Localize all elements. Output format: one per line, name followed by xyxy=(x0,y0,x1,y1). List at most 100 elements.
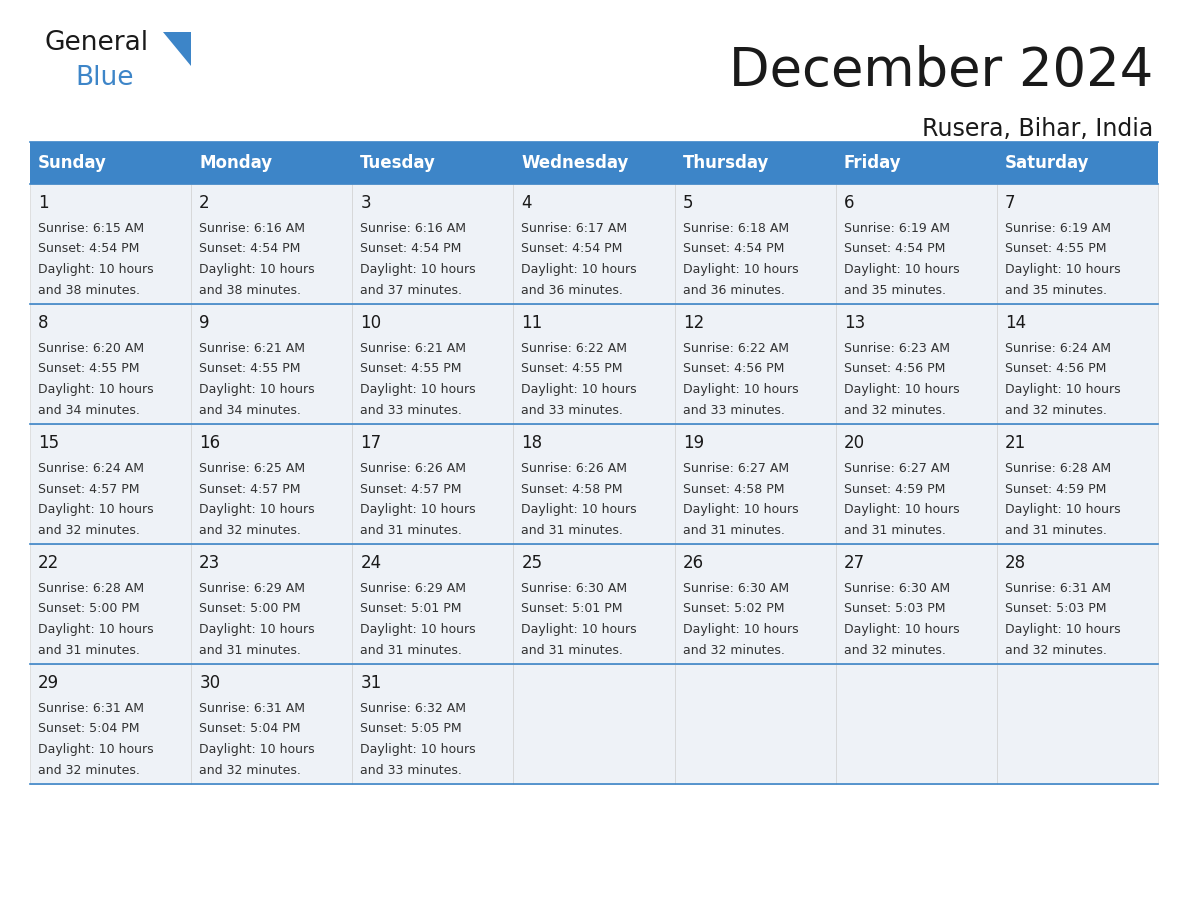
Text: and 31 minutes.: and 31 minutes. xyxy=(1005,523,1107,536)
Text: and 31 minutes.: and 31 minutes. xyxy=(522,644,624,656)
Text: Sunrise: 6:19 AM: Sunrise: 6:19 AM xyxy=(843,222,949,235)
Text: Daylight: 10 hours: Daylight: 10 hours xyxy=(200,743,315,756)
Text: Sunrise: 6:16 AM: Sunrise: 6:16 AM xyxy=(360,222,467,235)
Text: Sunset: 5:00 PM: Sunset: 5:00 PM xyxy=(38,602,140,615)
Text: and 31 minutes.: and 31 minutes. xyxy=(683,523,784,536)
Text: Sunrise: 6:19 AM: Sunrise: 6:19 AM xyxy=(1005,222,1111,235)
Bar xyxy=(513,664,675,784)
Text: Tuesday: Tuesday xyxy=(360,154,436,172)
Text: 16: 16 xyxy=(200,434,220,452)
Text: Daylight: 10 hours: Daylight: 10 hours xyxy=(522,263,637,276)
Text: and 34 minutes.: and 34 minutes. xyxy=(200,404,301,417)
Bar xyxy=(835,142,997,184)
Text: 11: 11 xyxy=(522,314,543,332)
Text: and 35 minutes.: and 35 minutes. xyxy=(843,284,946,297)
Bar xyxy=(353,424,513,544)
Bar xyxy=(997,664,1158,784)
Text: 17: 17 xyxy=(360,434,381,452)
Text: and 31 minutes.: and 31 minutes. xyxy=(360,644,462,656)
Text: and 32 minutes.: and 32 minutes. xyxy=(1005,404,1107,417)
Text: 4: 4 xyxy=(522,194,532,212)
Text: Daylight: 10 hours: Daylight: 10 hours xyxy=(200,383,315,396)
Text: Sunrise: 6:28 AM: Sunrise: 6:28 AM xyxy=(1005,462,1111,475)
Bar xyxy=(835,424,997,544)
Text: and 38 minutes.: and 38 minutes. xyxy=(38,284,140,297)
Text: 25: 25 xyxy=(522,554,543,572)
Text: Sunset: 4:55 PM: Sunset: 4:55 PM xyxy=(522,363,623,375)
Text: 19: 19 xyxy=(683,434,703,452)
Text: Sunset: 4:54 PM: Sunset: 4:54 PM xyxy=(683,242,784,255)
Text: Daylight: 10 hours: Daylight: 10 hours xyxy=(843,383,960,396)
Text: Sunrise: 6:16 AM: Sunrise: 6:16 AM xyxy=(200,222,305,235)
Bar xyxy=(191,664,353,784)
Text: and 34 minutes.: and 34 minutes. xyxy=(38,404,140,417)
Text: Sunset: 5:04 PM: Sunset: 5:04 PM xyxy=(38,722,139,735)
Text: 28: 28 xyxy=(1005,554,1026,572)
Text: Sunset: 4:57 PM: Sunset: 4:57 PM xyxy=(38,483,139,496)
Text: Daylight: 10 hours: Daylight: 10 hours xyxy=(1005,263,1120,276)
Text: 3: 3 xyxy=(360,194,371,212)
Text: Sunset: 4:56 PM: Sunset: 4:56 PM xyxy=(1005,363,1106,375)
Text: Daylight: 10 hours: Daylight: 10 hours xyxy=(38,263,153,276)
Text: Sunrise: 6:26 AM: Sunrise: 6:26 AM xyxy=(522,462,627,475)
Text: Sunset: 4:55 PM: Sunset: 4:55 PM xyxy=(360,363,462,375)
Text: Daylight: 10 hours: Daylight: 10 hours xyxy=(38,623,153,636)
Text: 24: 24 xyxy=(360,554,381,572)
Text: 29: 29 xyxy=(38,674,59,692)
Text: Daylight: 10 hours: Daylight: 10 hours xyxy=(522,623,637,636)
Text: 15: 15 xyxy=(38,434,59,452)
Text: Sunrise: 6:31 AM: Sunrise: 6:31 AM xyxy=(38,702,144,715)
Bar xyxy=(675,184,835,304)
Text: Sunrise: 6:23 AM: Sunrise: 6:23 AM xyxy=(843,342,949,355)
Text: Sunrise: 6:22 AM: Sunrise: 6:22 AM xyxy=(683,342,789,355)
Bar xyxy=(30,664,191,784)
Text: Sunset: 4:55 PM: Sunset: 4:55 PM xyxy=(38,363,139,375)
Bar xyxy=(675,142,835,184)
Bar xyxy=(835,304,997,424)
Text: and 33 minutes.: and 33 minutes. xyxy=(360,764,462,777)
Text: Daylight: 10 hours: Daylight: 10 hours xyxy=(843,263,960,276)
Text: Daylight: 10 hours: Daylight: 10 hours xyxy=(38,503,153,516)
Text: Sunset: 4:58 PM: Sunset: 4:58 PM xyxy=(683,483,784,496)
Text: Sunset: 4:54 PM: Sunset: 4:54 PM xyxy=(843,242,946,255)
Text: 13: 13 xyxy=(843,314,865,332)
Text: 20: 20 xyxy=(843,434,865,452)
Bar xyxy=(835,184,997,304)
Text: and 36 minutes.: and 36 minutes. xyxy=(683,284,784,297)
Bar xyxy=(191,184,353,304)
Text: Sunrise: 6:20 AM: Sunrise: 6:20 AM xyxy=(38,342,144,355)
Text: Sunset: 5:01 PM: Sunset: 5:01 PM xyxy=(360,602,462,615)
Text: 5: 5 xyxy=(683,194,693,212)
Text: 18: 18 xyxy=(522,434,543,452)
Text: Sunday: Sunday xyxy=(38,154,107,172)
Text: Daylight: 10 hours: Daylight: 10 hours xyxy=(360,743,476,756)
Text: Sunrise: 6:31 AM: Sunrise: 6:31 AM xyxy=(200,702,305,715)
Text: Sunset: 5:00 PM: Sunset: 5:00 PM xyxy=(200,602,301,615)
Bar xyxy=(30,142,191,184)
Text: Sunset: 5:01 PM: Sunset: 5:01 PM xyxy=(522,602,623,615)
Text: Rusera, Bihar, India: Rusera, Bihar, India xyxy=(922,117,1154,141)
Text: and 33 minutes.: and 33 minutes. xyxy=(360,404,462,417)
Text: Sunset: 4:59 PM: Sunset: 4:59 PM xyxy=(843,483,946,496)
Text: Sunset: 5:03 PM: Sunset: 5:03 PM xyxy=(1005,602,1106,615)
Text: 9: 9 xyxy=(200,314,210,332)
Bar xyxy=(997,424,1158,544)
Text: Sunset: 4:54 PM: Sunset: 4:54 PM xyxy=(360,242,462,255)
Text: Sunrise: 6:29 AM: Sunrise: 6:29 AM xyxy=(200,582,305,595)
Bar xyxy=(30,304,191,424)
Text: and 37 minutes.: and 37 minutes. xyxy=(360,284,462,297)
Text: 27: 27 xyxy=(843,554,865,572)
Text: Sunset: 4:56 PM: Sunset: 4:56 PM xyxy=(843,363,946,375)
Bar xyxy=(30,424,191,544)
Text: Sunrise: 6:21 AM: Sunrise: 6:21 AM xyxy=(360,342,467,355)
Text: and 35 minutes.: and 35 minutes. xyxy=(1005,284,1107,297)
Text: Sunrise: 6:26 AM: Sunrise: 6:26 AM xyxy=(360,462,467,475)
Text: Daylight: 10 hours: Daylight: 10 hours xyxy=(843,503,960,516)
Text: Sunrise: 6:15 AM: Sunrise: 6:15 AM xyxy=(38,222,144,235)
Bar xyxy=(191,424,353,544)
Text: Sunrise: 6:24 AM: Sunrise: 6:24 AM xyxy=(38,462,144,475)
Bar xyxy=(191,544,353,664)
Text: Blue: Blue xyxy=(75,65,133,91)
Text: Daylight: 10 hours: Daylight: 10 hours xyxy=(683,263,798,276)
Text: Daylight: 10 hours: Daylight: 10 hours xyxy=(200,263,315,276)
